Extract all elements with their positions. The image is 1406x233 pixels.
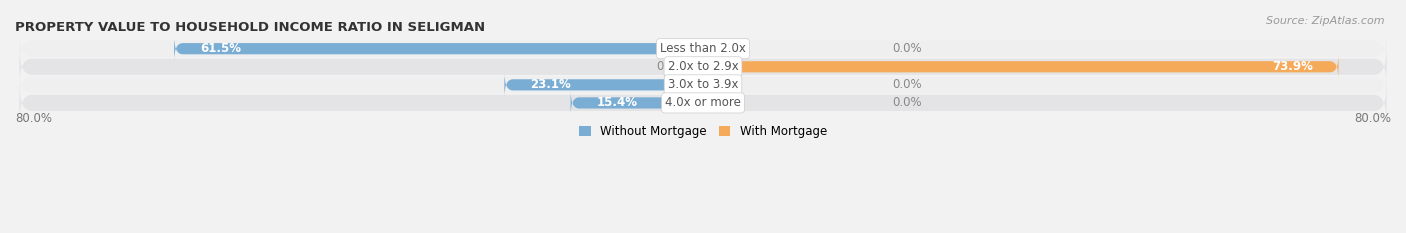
Text: 80.0%: 80.0% [15, 112, 52, 125]
Text: 73.9%: 73.9% [1272, 60, 1313, 73]
Text: 0.0%: 0.0% [893, 42, 922, 55]
Text: 3.0x to 3.9x: 3.0x to 3.9x [668, 78, 738, 91]
FancyBboxPatch shape [505, 72, 703, 97]
FancyBboxPatch shape [571, 90, 703, 115]
FancyBboxPatch shape [703, 54, 1339, 79]
Text: 2.0x to 2.9x: 2.0x to 2.9x [668, 60, 738, 73]
FancyBboxPatch shape [20, 48, 1386, 86]
FancyBboxPatch shape [20, 66, 1386, 104]
Text: 0.0%: 0.0% [893, 78, 922, 91]
Text: 4.0x or more: 4.0x or more [665, 96, 741, 110]
Text: 0.0%: 0.0% [657, 60, 686, 73]
Text: 15.4%: 15.4% [596, 96, 637, 110]
Text: Source: ZipAtlas.com: Source: ZipAtlas.com [1267, 16, 1385, 26]
Text: 61.5%: 61.5% [200, 42, 240, 55]
FancyBboxPatch shape [174, 36, 703, 61]
Text: Less than 2.0x: Less than 2.0x [659, 42, 747, 55]
Legend: Without Mortgage, With Mortgage: Without Mortgage, With Mortgage [574, 119, 832, 144]
Text: PROPERTY VALUE TO HOUSEHOLD INCOME RATIO IN SELIGMAN: PROPERTY VALUE TO HOUSEHOLD INCOME RATIO… [15, 21, 485, 34]
FancyBboxPatch shape [20, 30, 1386, 68]
Text: 0.0%: 0.0% [893, 96, 922, 110]
Text: 80.0%: 80.0% [1354, 112, 1391, 125]
FancyBboxPatch shape [20, 84, 1386, 122]
Text: 23.1%: 23.1% [530, 78, 571, 91]
